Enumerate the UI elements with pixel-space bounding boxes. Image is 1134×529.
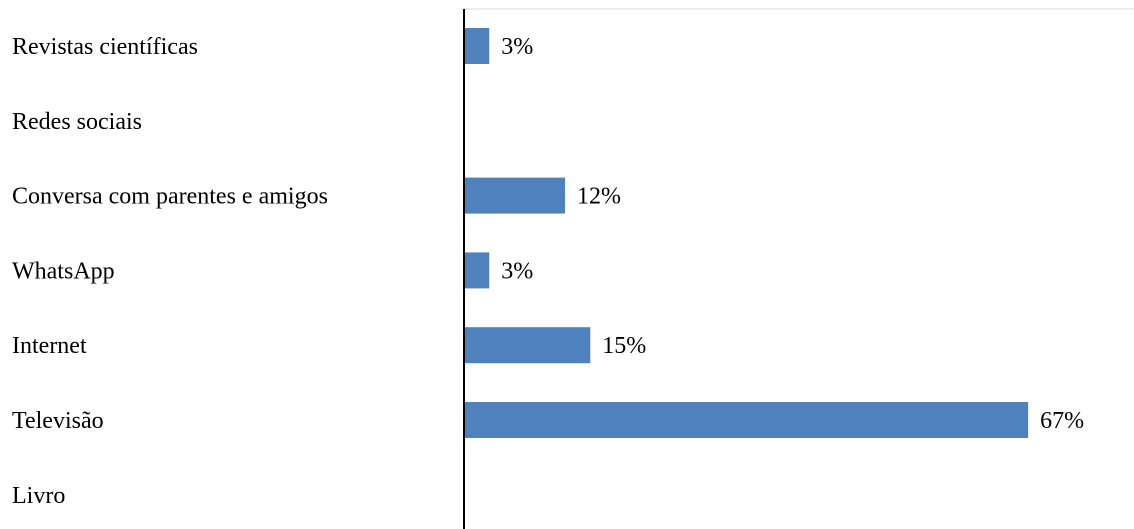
category-labels: Revistas científicas Redes sociais Convers… (12, 34, 328, 509)
bar (464, 252, 490, 289)
data-label: 3% (501, 34, 533, 60)
category-label: WhatsApp (12, 258, 115, 284)
data-label: 67% (1040, 408, 1084, 434)
bar (464, 327, 591, 364)
bar (464, 28, 490, 64)
data-label: 12% (577, 184, 621, 210)
bar (464, 177, 566, 214)
category-label: Revistas científicas (12, 34, 198, 60)
data-label: 3% (501, 258, 533, 284)
bars-layer (464, 28, 1029, 438)
value-labels: 3% 12% 3% 15% 67% (501, 34, 1084, 434)
bar (464, 402, 1029, 438)
category-label: Internet (12, 333, 87, 359)
category-label: Conversa com parentes e amigos (12, 184, 328, 210)
data-label: 15% (602, 333, 646, 359)
category-label: Redes sociais (12, 109, 142, 135)
category-label: Televisão (12, 408, 104, 434)
category-label: Livro (12, 483, 65, 509)
